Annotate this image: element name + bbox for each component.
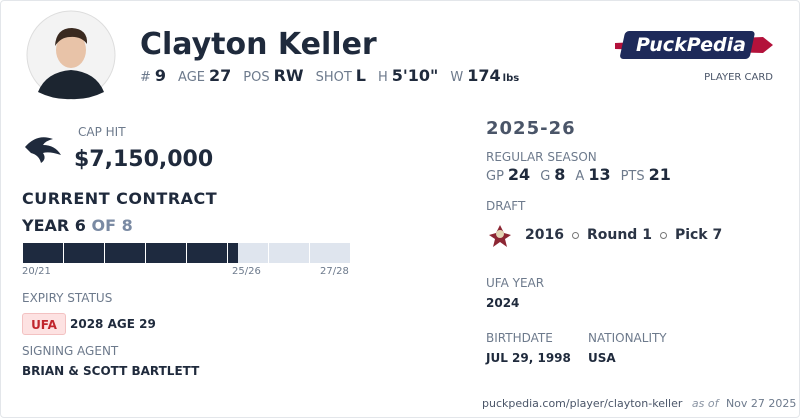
- bio-stats: #9 AGE 27 POS RW SHOT L H 5'10" W 174 lbs: [140, 66, 519, 85]
- nationality-label: NATIONALITY: [588, 331, 667, 345]
- contract-year-segment: [228, 243, 268, 263]
- cap-hit-label: CAP HIT: [78, 125, 126, 139]
- timeline-label: 25/26: [232, 266, 261, 277]
- season-stats: GP 24 G 8 A 13 PTS 21: [486, 165, 681, 184]
- stat-label: #: [140, 70, 151, 85]
- contract-year: YEAR 6 OF 8: [22, 216, 133, 235]
- expiry-label: EXPIRY STATUS: [22, 291, 113, 305]
- subtitle: PLAYER CARD: [704, 72, 773, 83]
- cap-hit: $7,150,000: [74, 147, 214, 172]
- stat-value: 24: [507, 165, 531, 184]
- stat-value: RW: [273, 66, 304, 85]
- season-label: REGULAR SEASON: [486, 150, 597, 164]
- contract-bar: [23, 243, 350, 263]
- player-name: Clayton Keller: [140, 27, 377, 62]
- contract-year-segment: [269, 243, 309, 263]
- stat-value: 8: [554, 165, 566, 184]
- contract-year-segment: [310, 243, 350, 263]
- date: Nov 27 2025 01:36ET: [725, 397, 799, 410]
- stat-label: W: [450, 70, 464, 85]
- year: 6: [74, 216, 86, 235]
- ufa-year: 2024: [486, 296, 520, 310]
- birthdate-label: BIRTHDATE: [486, 331, 553, 345]
- stat-value: 5'10": [391, 66, 439, 85]
- stat-value: 9: [154, 66, 167, 85]
- timeline-label: 20/21: [22, 266, 51, 277]
- stat-label: SHOT: [315, 70, 352, 85]
- stat-label: A: [575, 169, 585, 184]
- avatar: [26, 10, 116, 100]
- of-label: OF: [91, 216, 117, 235]
- contract-year-segment: [105, 243, 145, 263]
- contract-year-segment: [187, 243, 227, 263]
- timeline-label: 27/28: [320, 266, 349, 277]
- draft-pick: Pick 7: [674, 227, 723, 243]
- stat-value: 174: [467, 66, 501, 85]
- stat-label: H: [377, 70, 388, 85]
- team-logo: [25, 137, 61, 163]
- stat-label: PTS: [620, 169, 645, 184]
- draft-team-logo: [489, 225, 511, 247]
- season-title: 2025-26: [486, 118, 576, 139]
- brand-name: PuckPedia: [636, 34, 746, 56]
- as-of: as of: [691, 397, 719, 410]
- draft-year: 2016: [525, 227, 564, 243]
- stat-value: 21: [648, 165, 671, 184]
- stat-value: L: [355, 66, 366, 85]
- draft-label: DRAFT: [486, 199, 526, 213]
- stat-label: G: [540, 169, 551, 184]
- draft-round: Round 1: [586, 227, 652, 243]
- expiry-badge: UFA: [22, 313, 66, 335]
- contract-year-segment: [23, 243, 63, 263]
- agent-label: SIGNING AGENT: [22, 344, 119, 358]
- nationality: USA: [588, 351, 616, 365]
- stat-label: GP: [486, 169, 504, 184]
- expiry-detail: 2028 AGE 29: [70, 317, 156, 331]
- agent: BRIAN & SCOTT BARTLETT: [22, 364, 200, 378]
- ufa-year-label: UFA YEAR: [486, 276, 545, 290]
- stat-value: 13: [588, 165, 611, 184]
- brand-logo: PuckPedia: [615, 31, 773, 59]
- stat-unit: lbs: [502, 73, 520, 84]
- contract-title: CURRENT CONTRACT: [22, 189, 218, 208]
- birthdate: JUL 29, 1998: [486, 351, 571, 365]
- year-label: YEAR: [22, 216, 70, 235]
- footer: puckpedia.com/player/clayton-keller as o…: [482, 397, 799, 410]
- stat-value: 27: [209, 66, 232, 85]
- contract-year-segment: [64, 243, 104, 263]
- contract-year-segment: [146, 243, 186, 263]
- url: puckpedia.com/player/clayton-keller: [482, 397, 683, 410]
- stat-label: AGE: [178, 70, 205, 85]
- draft-detail: 2016 Round 1 Pick 7: [525, 227, 722, 243]
- stat-label: POS: [243, 70, 270, 85]
- total-years: 8: [121, 216, 133, 235]
